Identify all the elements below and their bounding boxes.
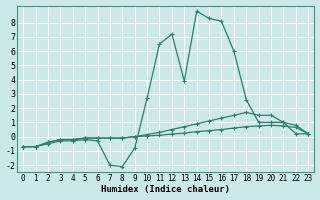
X-axis label: Humidex (Indice chaleur): Humidex (Indice chaleur) <box>101 185 230 194</box>
